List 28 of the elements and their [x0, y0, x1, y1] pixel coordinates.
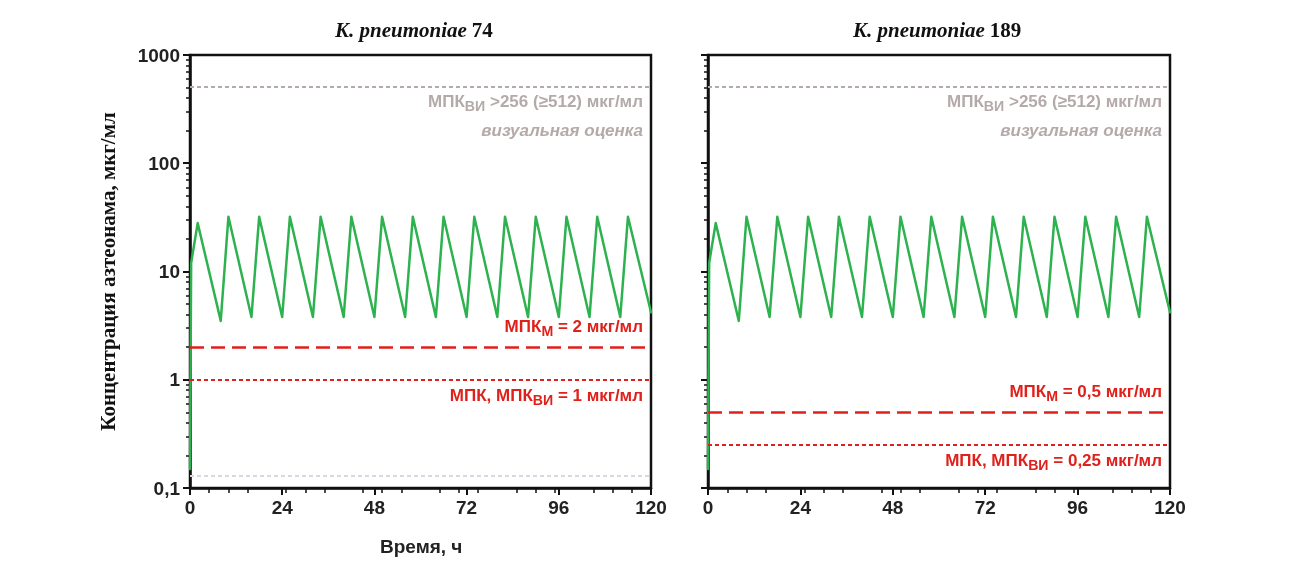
x-tick-label: 96 — [548, 497, 570, 518]
y-tick-label: 10 — [158, 261, 180, 282]
ref-line-label: МПК$_{М}$ = 0,5 мкг/мл — [1009, 380, 1162, 407]
y-axis-title: Концентрация азтеонама, мкг/мл — [95, 112, 120, 431]
y-tick-label: 1000 — [137, 44, 180, 66]
x-tick-label: 96 — [1067, 497, 1089, 518]
x-tick-label: 120 — [635, 497, 667, 518]
x-tick-label: 120 — [1154, 497, 1186, 518]
ref-line-label: МПК$_{М}$ = 2 мкг/мл — [504, 315, 643, 342]
x-tick-label: 0 — [184, 497, 196, 518]
x-tick-label: 48 — [363, 497, 385, 518]
ref-line-label: МПК$_{ВИ}$ >256 (≥512) мкг/мл визуальная оценка — [947, 91, 1162, 142]
x-axis-title: Время, ч — [380, 536, 463, 557]
x-tick-label: 0 — [702, 497, 714, 518]
y-tick-label: 0,1 — [153, 477, 181, 499]
ref-line-label: МПК, МПК$_{ВИ}$ = 1 мкг/мл — [449, 384, 643, 411]
ref-line-label: МПК, МПК$_{ВИ}$ = 0,25 мкг/мл — [945, 449, 1162, 476]
chart-title: K. pneumoniae 189 — [852, 17, 1022, 42]
x-tick-label: 24 — [789, 497, 812, 518]
ref-line-label: МПК$_{ВИ}$ >256 (≥512) мкг/мл визуальная оценка — [428, 91, 643, 142]
x-tick-label: 72 — [456, 497, 478, 518]
x-tick-label: 48 — [882, 497, 904, 518]
y-tick-label: 1 — [169, 369, 181, 391]
line-series — [188, 215, 653, 471]
y-tick-label: 100 — [148, 152, 180, 174]
x-tick-label: 72 — [974, 497, 996, 518]
chart-title: K. pneumoniae 74 — [334, 17, 494, 42]
x-tick-label: 24 — [271, 497, 294, 518]
